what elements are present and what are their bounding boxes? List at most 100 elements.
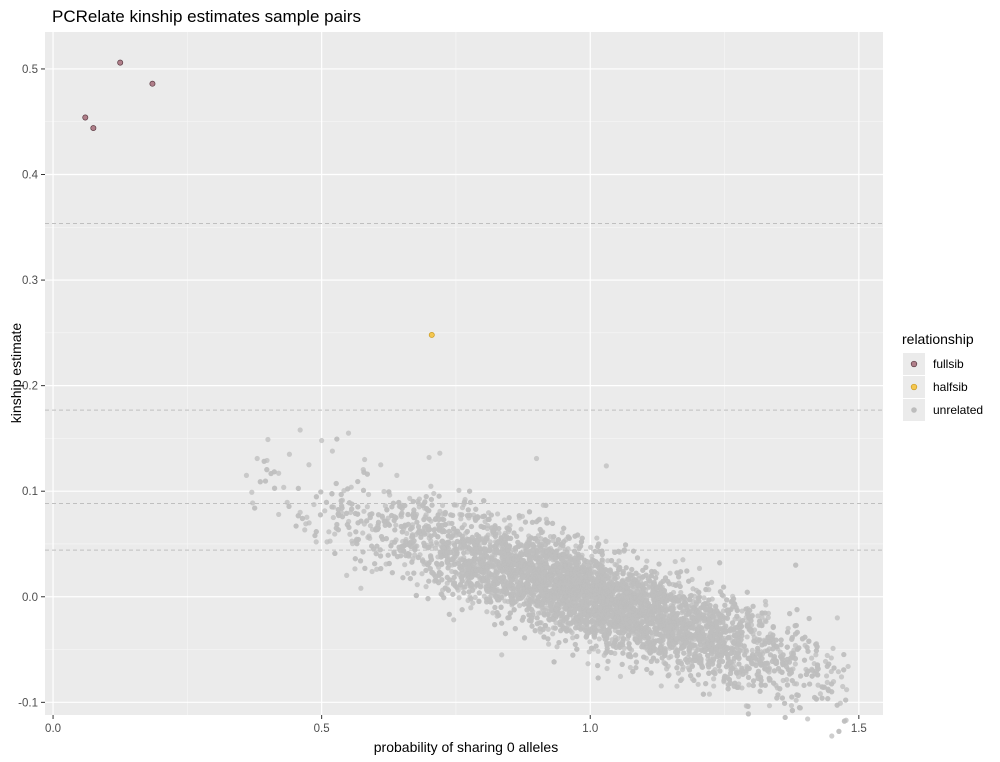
unrelated-point [353, 529, 359, 535]
major-gridlines [45, 32, 883, 715]
unrelated-point [824, 679, 830, 685]
unrelated-point [749, 647, 755, 654]
unrelated-point [701, 595, 707, 601]
unrelated-point [739, 608, 745, 614]
unrelated-point [419, 571, 425, 577]
unrelated-point [755, 613, 761, 619]
unrelated-point [574, 633, 580, 640]
unrelated-point [787, 611, 793, 617]
unrelated-point [675, 670, 682, 676]
unrelated-point [829, 733, 835, 739]
unrelated-point [402, 562, 408, 568]
unrelated-point [756, 637, 762, 643]
unrelated-point [696, 565, 703, 571]
unrelated-point [323, 499, 330, 505]
unrelated-point [461, 584, 467, 590]
unrelated-point [595, 675, 601, 681]
unrelated-point [451, 617, 457, 623]
unrelated-point [433, 539, 439, 546]
unrelated-point [330, 514, 336, 521]
unrelated-point [326, 529, 332, 535]
unrelated-point [746, 682, 752, 688]
unrelated-point [347, 531, 353, 537]
unrelated-point [708, 579, 715, 585]
unrelated-point [360, 530, 366, 536]
unrelated-point [617, 673, 624, 679]
unrelated-point [522, 519, 529, 525]
unrelated-point [641, 654, 647, 660]
unrelated-point [418, 534, 424, 540]
unrelated-point [381, 488, 387, 495]
unrelated-point [782, 714, 788, 721]
unrelated-point [468, 605, 474, 611]
unrelated-point [771, 654, 778, 660]
unrelated-point [423, 512, 429, 518]
unrelated-point [535, 610, 542, 616]
unrelated-point [364, 518, 370, 524]
unrelated-point [322, 508, 328, 514]
unrelated-point [604, 665, 610, 672]
unrelated-point [817, 691, 823, 697]
unrelated-point [766, 703, 773, 709]
unrelated-point [625, 632, 632, 638]
unrelated-point [488, 592, 494, 599]
unrelated-point [672, 558, 678, 565]
unrelated-point [686, 667, 693, 673]
unrelated-point [828, 655, 834, 661]
unrelated-point [792, 661, 798, 667]
unrelated-point [499, 652, 505, 658]
unrelated-point [358, 585, 364, 591]
unrelated-point [793, 697, 799, 703]
unrelated-point [680, 557, 686, 563]
unrelated-point [281, 484, 287, 490]
unrelated-point [421, 540, 427, 546]
unrelated-point [459, 505, 466, 511]
unrelated-point [306, 462, 312, 468]
unrelated-point [313, 539, 319, 545]
unrelated-point [423, 584, 429, 590]
unrelated-point [369, 568, 375, 575]
unrelated-point [666, 655, 672, 661]
unrelated-point [361, 508, 367, 514]
unrelated-point [762, 598, 769, 604]
unrelated-point [546, 641, 552, 647]
unrelated-point [585, 661, 591, 667]
unrelated-point [357, 558, 364, 564]
unrelated-point [502, 630, 509, 637]
unrelated-point [572, 641, 578, 648]
unrelated-point [439, 502, 446, 508]
unrelated-point [759, 614, 765, 620]
unrelated-point [302, 527, 308, 533]
unrelated-point [490, 610, 496, 616]
unrelated-point [416, 496, 422, 502]
unrelated-point [623, 565, 629, 571]
unrelated-point [389, 570, 395, 576]
unrelated-point [713, 603, 719, 609]
unrelated-point [487, 539, 493, 545]
unrelated-point [756, 630, 762, 636]
unrelated-point [436, 493, 442, 499]
unrelated-point [587, 639, 593, 645]
unrelated-point [596, 636, 602, 642]
unrelated-point [815, 682, 821, 688]
unrelated-point [428, 483, 434, 489]
unrelated-point [457, 544, 463, 550]
unrelated-point [393, 522, 399, 528]
unrelated-point [678, 589, 684, 596]
unrelated-point [459, 525, 465, 531]
unrelated-point [805, 716, 811, 722]
unrelated-point [627, 664, 633, 671]
unrelated-point [420, 558, 426, 564]
unrelated-point [459, 512, 465, 518]
unrelated-point [690, 586, 696, 592]
unrelated-point [264, 467, 270, 473]
unrelated-point [646, 584, 652, 590]
unrelated-point [532, 628, 538, 634]
unrelated-point [551, 533, 557, 540]
unrelated-point [596, 541, 602, 547]
unrelated-point [656, 561, 662, 567]
unrelated-point [835, 669, 842, 675]
unrelated-point [521, 635, 528, 641]
unrelated-point [456, 487, 462, 493]
unrelated-point [518, 526, 524, 532]
